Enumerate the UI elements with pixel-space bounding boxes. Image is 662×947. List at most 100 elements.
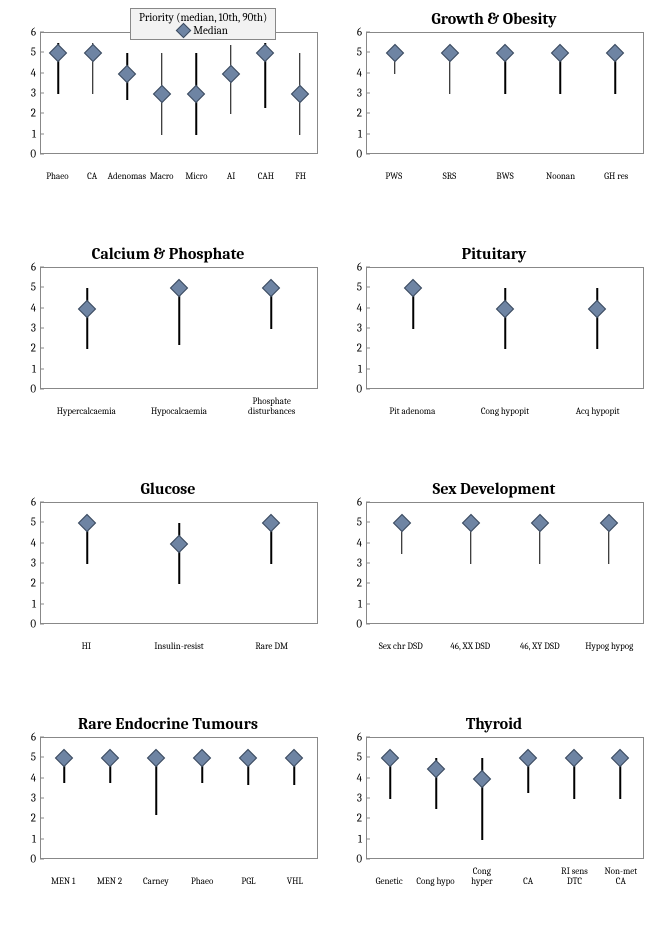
plot-area	[366, 32, 644, 154]
ytick-mark	[40, 583, 44, 584]
x-category-label: Insulin-resist	[154, 643, 203, 652]
median-marker	[385, 44, 403, 62]
ytick-mark	[366, 154, 370, 155]
x-category-label: VHL	[287, 878, 303, 887]
whisker	[86, 288, 88, 349]
ytick-label: 1	[10, 362, 36, 375]
x-category-label: Adenomas	[108, 173, 146, 182]
median-marker	[49, 44, 67, 62]
ytick-mark	[40, 838, 44, 839]
ytick-mark	[40, 798, 44, 799]
ytick-label: 1	[10, 832, 36, 845]
ytick-label: 2	[336, 577, 362, 590]
ytick-label: 1	[336, 362, 362, 375]
ytick-label: 3	[336, 322, 362, 335]
ytick-mark	[40, 603, 44, 604]
panel-title: Calcium & Phosphate	[10, 245, 326, 263]
median-marker	[427, 759, 445, 777]
median-marker	[461, 514, 479, 532]
ytick-mark	[366, 93, 370, 94]
ytick-label: 1	[336, 127, 362, 140]
median-marker	[606, 44, 624, 62]
chart-panel: Thyroid0123456GeneticCong hypoCong hyper…	[336, 715, 652, 930]
x-category-label: RI sens DTC	[561, 868, 588, 887]
chart-panel: Calcium & Phosphate0123456Hypercalcaemia…	[10, 245, 326, 460]
ytick-label: 4	[336, 301, 362, 314]
x-category-label: Acq hypopit	[576, 408, 620, 417]
legend-line2: Median	[139, 24, 267, 37]
ytick-label: 4	[336, 771, 362, 784]
ytick-mark	[40, 93, 44, 94]
median-marker	[473, 769, 491, 787]
ytick-label: 2	[10, 577, 36, 590]
x-category-label: GH res	[604, 173, 628, 182]
x-category-label: Cong hypopit	[481, 408, 529, 417]
median-marker	[519, 749, 537, 767]
whisker	[596, 288, 598, 349]
ytick-mark	[366, 267, 370, 268]
x-category-label: MEN 2	[97, 878, 122, 887]
x-category-label: Phaeo	[191, 878, 213, 887]
plot-area	[366, 267, 644, 389]
ytick-label: 4	[336, 536, 362, 549]
chart-panel: Rare Endocrine Tumours0123456MEN 1MEN 2C…	[10, 715, 326, 930]
ytick-mark	[40, 113, 44, 114]
x-category-label: Phosphate disturbances	[248, 398, 295, 417]
x-category-label: Pit adenoma	[389, 408, 435, 417]
ytick-mark	[366, 737, 370, 738]
chart-panel: Pituitary0123456Pit adenomaCong hypopitA…	[336, 245, 652, 460]
panel-title: Thyroid	[336, 715, 652, 733]
ytick-mark	[366, 542, 370, 543]
ytick-label: 6	[10, 496, 36, 509]
plot-area	[40, 737, 318, 859]
x-category-label: Hypercalcaemia	[57, 408, 116, 417]
ytick-label: 4	[10, 301, 36, 314]
ytick-label: 6	[336, 26, 362, 39]
median-marker	[441, 44, 459, 62]
ytick-mark	[366, 52, 370, 53]
median-marker	[530, 514, 548, 532]
ytick-mark	[366, 368, 370, 369]
plot-area	[40, 32, 318, 154]
ytick-label: 2	[10, 812, 36, 825]
median-marker	[496, 299, 514, 317]
median-marker	[239, 749, 257, 767]
x-category-label: Noonan	[546, 173, 575, 182]
ytick-label: 6	[10, 26, 36, 39]
ytick-mark	[40, 522, 44, 523]
ytick-label: 0	[10, 383, 36, 396]
ytick-mark	[40, 72, 44, 73]
ytick-mark	[40, 287, 44, 288]
ytick-mark	[366, 777, 370, 778]
ytick-mark	[366, 389, 370, 390]
ytick-label: 4	[10, 66, 36, 79]
median-marker	[187, 85, 205, 103]
diamond-icon	[176, 23, 192, 39]
ytick-mark	[366, 798, 370, 799]
plot-area	[366, 502, 644, 624]
median-marker	[262, 279, 280, 297]
chart-area: 0123456Sex chr DSD46, XX DSD46, XY DSDHy…	[336, 502, 652, 652]
ytick-label: 6	[336, 261, 362, 274]
ytick-mark	[366, 72, 370, 73]
ytick-mark	[366, 859, 370, 860]
ytick-label: 4	[10, 536, 36, 549]
median-marker	[256, 44, 274, 62]
ytick-mark	[40, 154, 44, 155]
median-marker	[147, 749, 165, 767]
ytick-mark	[366, 838, 370, 839]
plot-area	[40, 267, 318, 389]
x-category-label: PWS	[385, 173, 402, 182]
ytick-label: 6	[10, 261, 36, 274]
x-category-label: CA	[523, 878, 533, 887]
x-category-label: CAH	[258, 173, 274, 182]
x-category-label: Rare DM	[255, 643, 288, 652]
ytick-mark	[40, 307, 44, 308]
ytick-mark	[366, 113, 370, 114]
ytick-mark	[40, 32, 44, 33]
ytick-label: 1	[10, 127, 36, 140]
ytick-label: 5	[336, 751, 362, 764]
median-marker	[404, 279, 422, 297]
median-marker	[291, 85, 309, 103]
ytick-label: 5	[336, 516, 362, 529]
